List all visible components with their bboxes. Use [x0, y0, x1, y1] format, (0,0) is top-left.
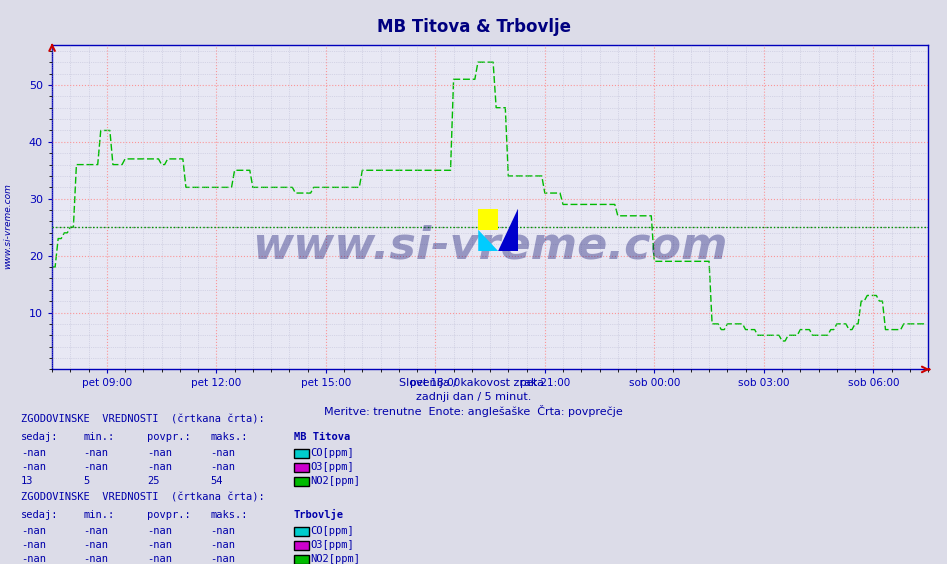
Text: -nan: -nan [83, 448, 108, 458]
Text: Slovenija / kakovost zraka.: Slovenija / kakovost zraka. [400, 378, 547, 388]
Text: povpr.:: povpr.: [147, 510, 190, 520]
Text: CO[ppm]: CO[ppm] [311, 526, 354, 536]
Text: CO[ppm]: CO[ppm] [311, 448, 354, 458]
Text: -nan: -nan [210, 554, 235, 564]
Text: -nan: -nan [21, 554, 45, 564]
Text: Meritve: trenutne  Enote: anglešaške  Črta: povprečje: Meritve: trenutne Enote: anglešaške Črta… [324, 405, 623, 417]
Text: min.:: min.: [83, 510, 115, 520]
Bar [478, 209, 498, 230]
Polygon shape [478, 209, 518, 251]
Text: ZGODOVINSKE  VREDNOSTI  (črtkana črta):: ZGODOVINSKE VREDNOSTI (črtkana črta): [21, 415, 264, 425]
Text: 13: 13 [21, 476, 33, 486]
Text: -nan: -nan [83, 554, 108, 564]
Text: min.:: min.: [83, 432, 115, 442]
Text: maks.:: maks.: [210, 432, 248, 442]
Text: -nan: -nan [147, 526, 171, 536]
Text: 5: 5 [83, 476, 90, 486]
Text: 25: 25 [147, 476, 159, 486]
Text: 54: 54 [210, 476, 223, 486]
Text: -nan: -nan [21, 540, 45, 550]
Text: -nan: -nan [147, 448, 171, 458]
Text: maks.:: maks.: [210, 510, 248, 520]
Text: O3[ppm]: O3[ppm] [311, 540, 354, 550]
Text: www.si-vreme.com: www.si-vreme.com [3, 183, 12, 268]
Text: -nan: -nan [147, 462, 171, 472]
Text: -nan: -nan [210, 540, 235, 550]
Text: -nan: -nan [83, 540, 108, 550]
Text: NO2[ppm]: NO2[ppm] [311, 554, 361, 564]
Text: sedaj:: sedaj: [21, 432, 59, 442]
Text: MB Titova & Trbovlje: MB Titova & Trbovlje [377, 18, 570, 36]
Text: -nan: -nan [147, 554, 171, 564]
Text: NO2[ppm]: NO2[ppm] [311, 476, 361, 486]
Text: -nan: -nan [21, 526, 45, 536]
Text: povpr.:: povpr.: [147, 432, 190, 442]
Text: Trbovlje: Trbovlje [294, 509, 344, 520]
Text: -nan: -nan [210, 526, 235, 536]
Text: O3[ppm]: O3[ppm] [311, 462, 354, 472]
Text: -nan: -nan [83, 526, 108, 536]
Text: ZGODOVINSKE  VREDNOSTI  (črtkana črta):: ZGODOVINSKE VREDNOSTI (črtkana črta): [21, 493, 264, 503]
Text: -nan: -nan [21, 448, 45, 458]
Polygon shape [478, 230, 498, 251]
Text: MB Titova: MB Titova [294, 432, 349, 442]
Text: -nan: -nan [210, 462, 235, 472]
Text: -nan: -nan [210, 448, 235, 458]
Text: sedaj:: sedaj: [21, 510, 59, 520]
Text: www.si-vreme.com: www.si-vreme.com [252, 224, 728, 268]
Text: zadnji dan / 5 minut.: zadnji dan / 5 minut. [416, 392, 531, 402]
Text: -nan: -nan [83, 462, 108, 472]
Text: -nan: -nan [147, 540, 171, 550]
Text: -nan: -nan [21, 462, 45, 472]
